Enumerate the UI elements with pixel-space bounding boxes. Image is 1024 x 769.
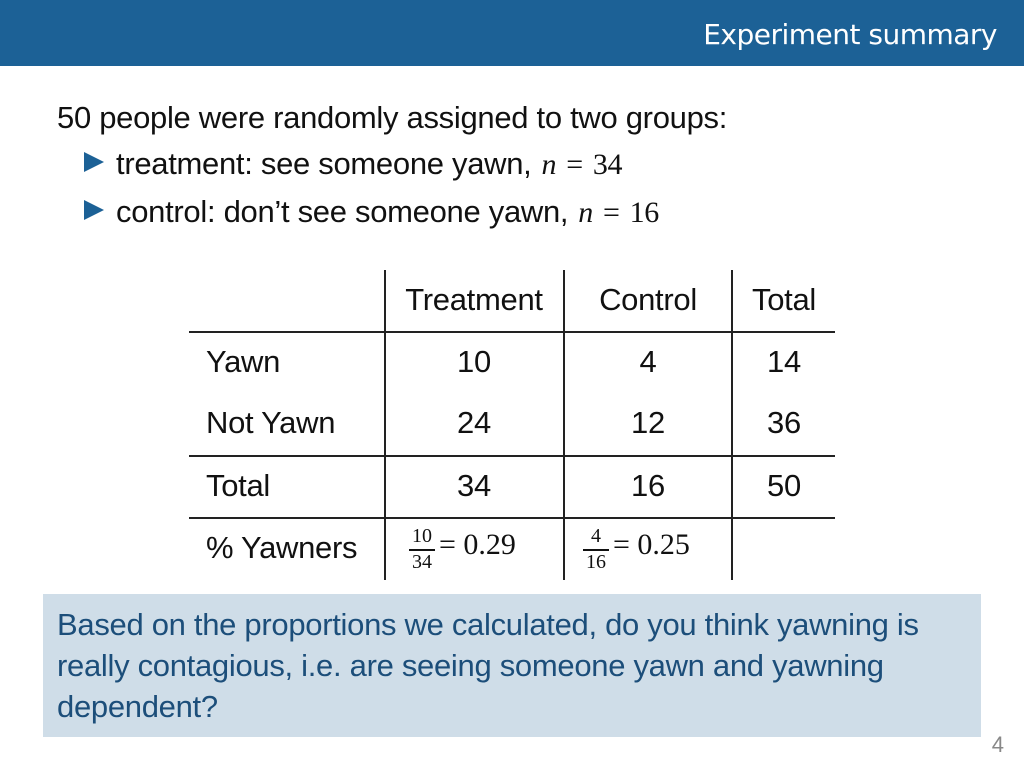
- page-number: 4: [991, 732, 1004, 757]
- slide-title: Experiment summary: [703, 18, 997, 51]
- fraction-denominator: 34: [412, 551, 432, 573]
- table-cell: 14: [767, 344, 801, 379]
- math-variable: n: [578, 196, 593, 229]
- row-label: Not Yawn: [206, 405, 336, 440]
- math-equals: =: [566, 148, 583, 181]
- question-box: Based on the proportions we calculated, …: [43, 594, 981, 737]
- fraction-bar: [409, 549, 435, 551]
- fraction-result: = 0.29: [439, 528, 516, 561]
- fraction-bar: [583, 549, 609, 551]
- fraction-result: = 0.25: [613, 528, 690, 561]
- header-bar: Experiment summary: [0, 0, 1024, 66]
- question-text: Based on the proportions we calculated, …: [57, 607, 919, 724]
- column-header: Total: [752, 282, 816, 317]
- column-header: Treatment: [405, 282, 543, 317]
- fraction-numerator: 4: [591, 525, 601, 547]
- table-cell: 36: [767, 405, 801, 440]
- table-cell: 50: [767, 468, 801, 503]
- math-value: 16: [629, 196, 660, 229]
- row-label: Yawn: [206, 344, 281, 379]
- math-value: 34: [592, 148, 623, 181]
- table-cell: 12: [631, 405, 665, 440]
- table-divider: [731, 270, 733, 580]
- bullet-triangle-icon: [84, 200, 104, 220]
- bullet-control: control: don’t see someone yawn, n = 16: [84, 194, 659, 230]
- math-equals: =: [602, 196, 620, 229]
- column-header: Control: [599, 282, 697, 317]
- table-divider: [189, 517, 835, 519]
- table-divider: [189, 455, 835, 457]
- contingency-table: Treatment Control Total Yawn 10 4 14 Not…: [189, 270, 835, 580]
- table-divider: [384, 270, 386, 580]
- bullet-triangle-icon: [84, 152, 104, 172]
- table-cell: 34: [457, 468, 491, 503]
- row-label: % Yawners: [206, 530, 358, 565]
- fraction-denominator: 16: [586, 551, 606, 573]
- bullet-treatment: treatment: see someone yawn, n = 34: [84, 146, 623, 182]
- table-cell: 24: [457, 405, 491, 440]
- fraction-numerator: 10: [412, 525, 432, 547]
- bullet-label: control: don’t see someone yawn,: [116, 194, 569, 229]
- math-variable: n: [541, 148, 557, 181]
- bullet-label: treatment: see someone yawn,: [116, 146, 532, 181]
- intro-text: 50 people were randomly assigned to two …: [57, 100, 728, 135]
- table-divider: [563, 270, 565, 580]
- table-cell: 4: [639, 344, 657, 379]
- row-label: Total: [206, 468, 270, 503]
- table-divider: [189, 331, 835, 333]
- table-cell: 16: [631, 468, 665, 503]
- table-cell: 10: [457, 344, 491, 379]
